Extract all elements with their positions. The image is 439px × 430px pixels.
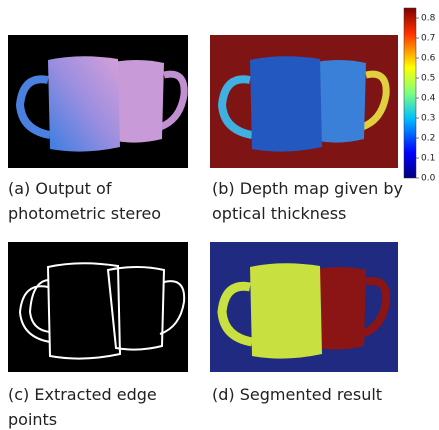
panel-b-image [210,35,398,168]
caption: photometric stereo [8,204,161,223]
colorbar-tick-label: 0.7 [421,34,435,44]
colorbar-tick-label: 0.8 [421,14,436,24]
figure: (a) Output of photometric stereo (b) Dep… [0,0,439,430]
colorbar-tick-label: 0.0 [421,174,436,184]
colorbar-tick-label: 0.5 [421,74,435,84]
caption: (b) Depth map given by [212,179,403,198]
caption: (a) Output of [8,179,112,198]
colorbar-tick-label: 0.4 [421,94,436,104]
caption: points [8,410,57,429]
panel-d-image [210,242,398,372]
colorbar-tick-label: 0.2 [421,134,435,144]
caption: optical thickness [212,204,346,223]
caption: (c) Extracted edge [8,385,157,404]
colorbar [404,8,416,178]
panel-a-image [8,35,188,168]
panel-c-image [8,242,188,372]
colorbar-tick-label: 0.3 [421,114,435,124]
colorbar-tick-label: 0.6 [421,54,436,64]
colorbar-tick-label: 0.1 [421,154,435,164]
caption: (d) Segmented result [212,385,382,404]
